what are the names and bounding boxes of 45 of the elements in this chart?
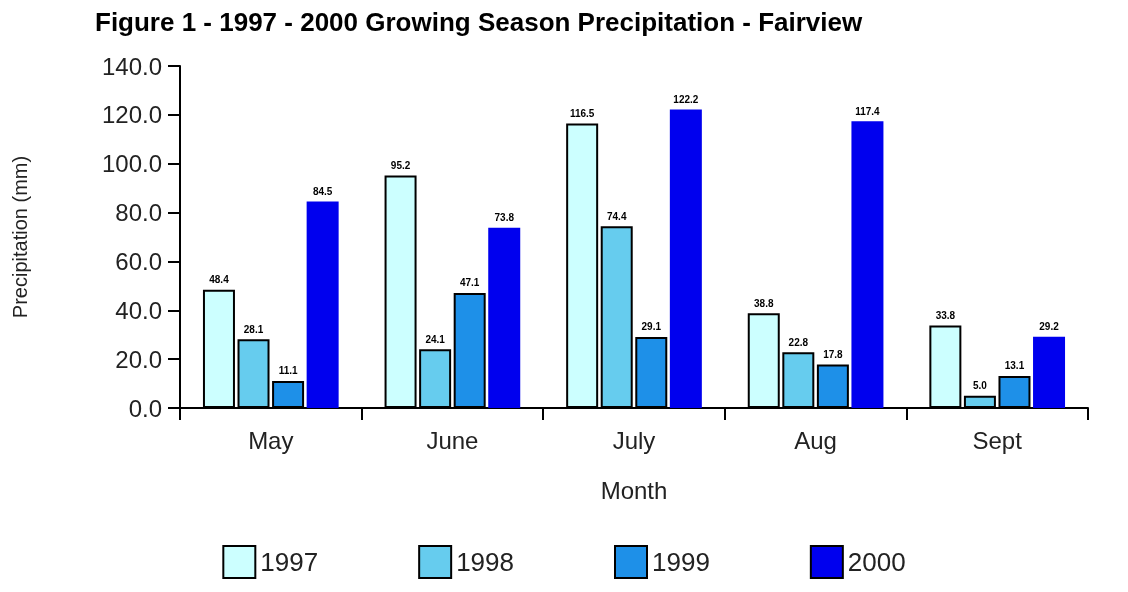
data-label: 38.8 [754, 297, 774, 309]
bar [1033, 336, 1066, 408]
y-tick-label: 20.0 [115, 345, 162, 373]
chart-title: Figure 1 - 1997 - 2000 Growing Season Precipitation - Fairview [95, 7, 864, 37]
data-label: 95.2 [390, 159, 411, 171]
legend-label: 1998 [456, 547, 514, 577]
y-tick-label: 140.0 [101, 52, 162, 80]
data-label: 122.2 [673, 93, 699, 105]
y-tick-label: 100.0 [101, 150, 162, 178]
y-tick-label: 40.0 [115, 296, 162, 324]
data-label: 84.5 [312, 186, 333, 198]
data-label: 28.1 [243, 323, 264, 335]
legend-label: 1997 [260, 547, 319, 577]
data-label: 22.8 [788, 336, 809, 348]
bar [306, 201, 339, 408]
y-tick-label: 60.0 [115, 247, 162, 275]
data-label: 11.1 [278, 365, 298, 377]
y-tick-label: 80.0 [115, 199, 162, 227]
x-tick-label: Aug [794, 426, 837, 454]
data-label: 74.4 [606, 210, 627, 222]
bar [851, 121, 884, 408]
bar [669, 109, 702, 408]
y-axis-title: Precipitation (mm) [9, 155, 31, 319]
legend-label: 2000 [847, 547, 906, 577]
data-label: 33.8 [935, 309, 956, 321]
data-label: 5.0 [972, 380, 988, 392]
data-label: 73.8 [494, 212, 515, 224]
data-label: 13.1 [1004, 360, 1025, 372]
data-label: 116.5 [569, 107, 595, 119]
data-label: 24.1 [425, 333, 446, 345]
data-label: 29.2 [1039, 321, 1060, 333]
data-label: 29.1 [641, 321, 662, 333]
x-tick-label: June [426, 426, 479, 454]
data-label: 17.8 [823, 349, 844, 361]
y-tick-label: 0.0 [128, 394, 162, 422]
x-tick-label: May [248, 426, 294, 454]
bar [488, 227, 521, 408]
data-label: 47.1 [459, 277, 480, 289]
x-axis-title: Month [600, 476, 668, 504]
data-label: 117.4 [855, 105, 881, 117]
x-tick-label: Sept [972, 426, 1023, 454]
x-tick-label: July [612, 426, 656, 454]
data-label: 48.4 [209, 274, 230, 286]
y-tick-label: 120.0 [101, 101, 162, 129]
legend-label: 1999 [652, 547, 710, 577]
